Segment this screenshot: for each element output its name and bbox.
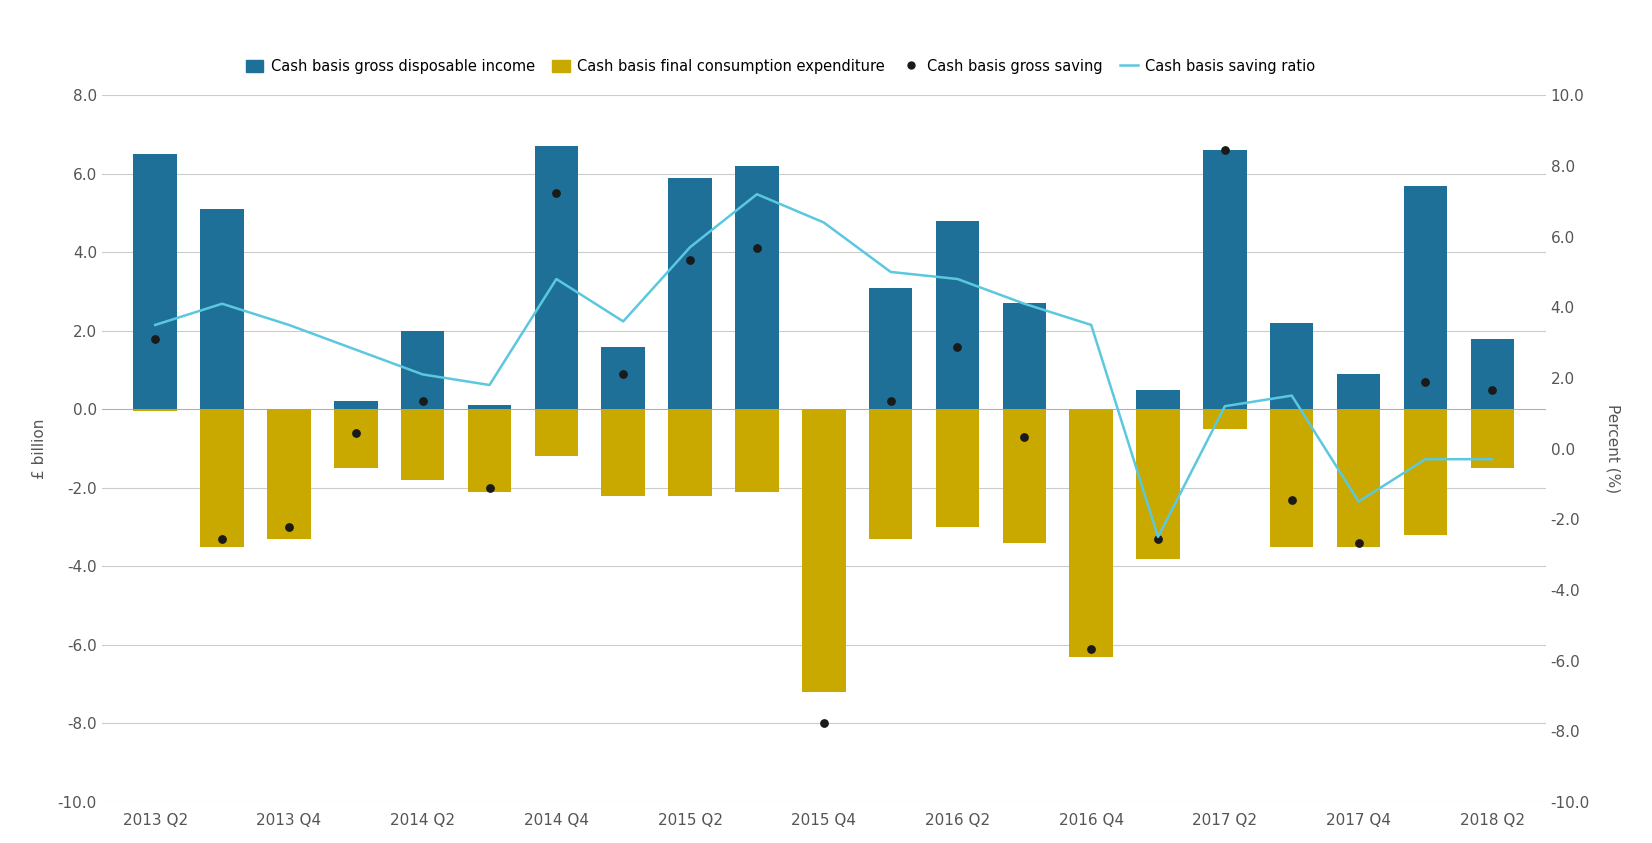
Bar [1336, 374, 1381, 410]
Y-axis label: £ billion: £ billion [31, 418, 46, 479]
Bar [601, 346, 644, 410]
Point [1145, 532, 1171, 545]
Bar [869, 287, 912, 410]
Bar [200, 209, 244, 410]
Point [877, 395, 904, 408]
Bar [735, 410, 778, 491]
Point [945, 340, 971, 353]
Bar [1137, 410, 1180, 559]
Bar [1203, 410, 1247, 429]
Bar [935, 221, 980, 410]
Point [743, 242, 770, 255]
Bar [1404, 410, 1447, 535]
Bar [334, 410, 378, 468]
Bar [1137, 389, 1180, 410]
Bar [1470, 339, 1513, 410]
Point [677, 254, 704, 267]
Bar [535, 147, 578, 410]
Point [1412, 375, 1439, 389]
Bar [468, 405, 510, 410]
Point [342, 427, 368, 440]
Point [142, 332, 169, 346]
Bar [1270, 410, 1313, 547]
Bar [1003, 303, 1046, 410]
Bar [735, 166, 778, 410]
Bar [268, 410, 311, 413]
Bar [803, 410, 846, 692]
Point [410, 395, 436, 408]
Bar [669, 410, 712, 496]
Bar [1470, 410, 1513, 468]
Bar [1404, 185, 1447, 410]
Bar [1336, 410, 1381, 547]
Point [1079, 642, 1105, 656]
Bar [869, 410, 912, 539]
Point [1279, 493, 1305, 507]
Point [276, 520, 302, 534]
Bar [1069, 410, 1113, 657]
Bar [468, 410, 510, 491]
Bar [401, 330, 444, 410]
Y-axis label: Percent (%): Percent (%) [1606, 404, 1621, 493]
Point [811, 717, 838, 730]
Legend: Cash basis gross disposable income, Cash basis final consumption expenditure, Ca: Cash basis gross disposable income, Cash… [240, 53, 1322, 80]
Point [1345, 536, 1371, 550]
Bar [334, 401, 378, 410]
Point [610, 368, 636, 381]
Bar [535, 410, 578, 456]
Point [476, 481, 502, 495]
Bar [200, 410, 244, 547]
Bar [134, 410, 177, 411]
Bar [134, 154, 177, 410]
Point [1211, 143, 1237, 157]
Bar [601, 410, 644, 496]
Bar [268, 410, 311, 539]
Bar [935, 410, 980, 527]
Bar [1203, 150, 1247, 410]
Point [544, 186, 570, 200]
Bar [669, 178, 712, 410]
Point [1011, 430, 1037, 443]
Bar [1003, 410, 1046, 543]
Point [1479, 383, 1505, 396]
Bar [1270, 323, 1313, 410]
Bar [401, 410, 444, 480]
Point [208, 532, 235, 545]
